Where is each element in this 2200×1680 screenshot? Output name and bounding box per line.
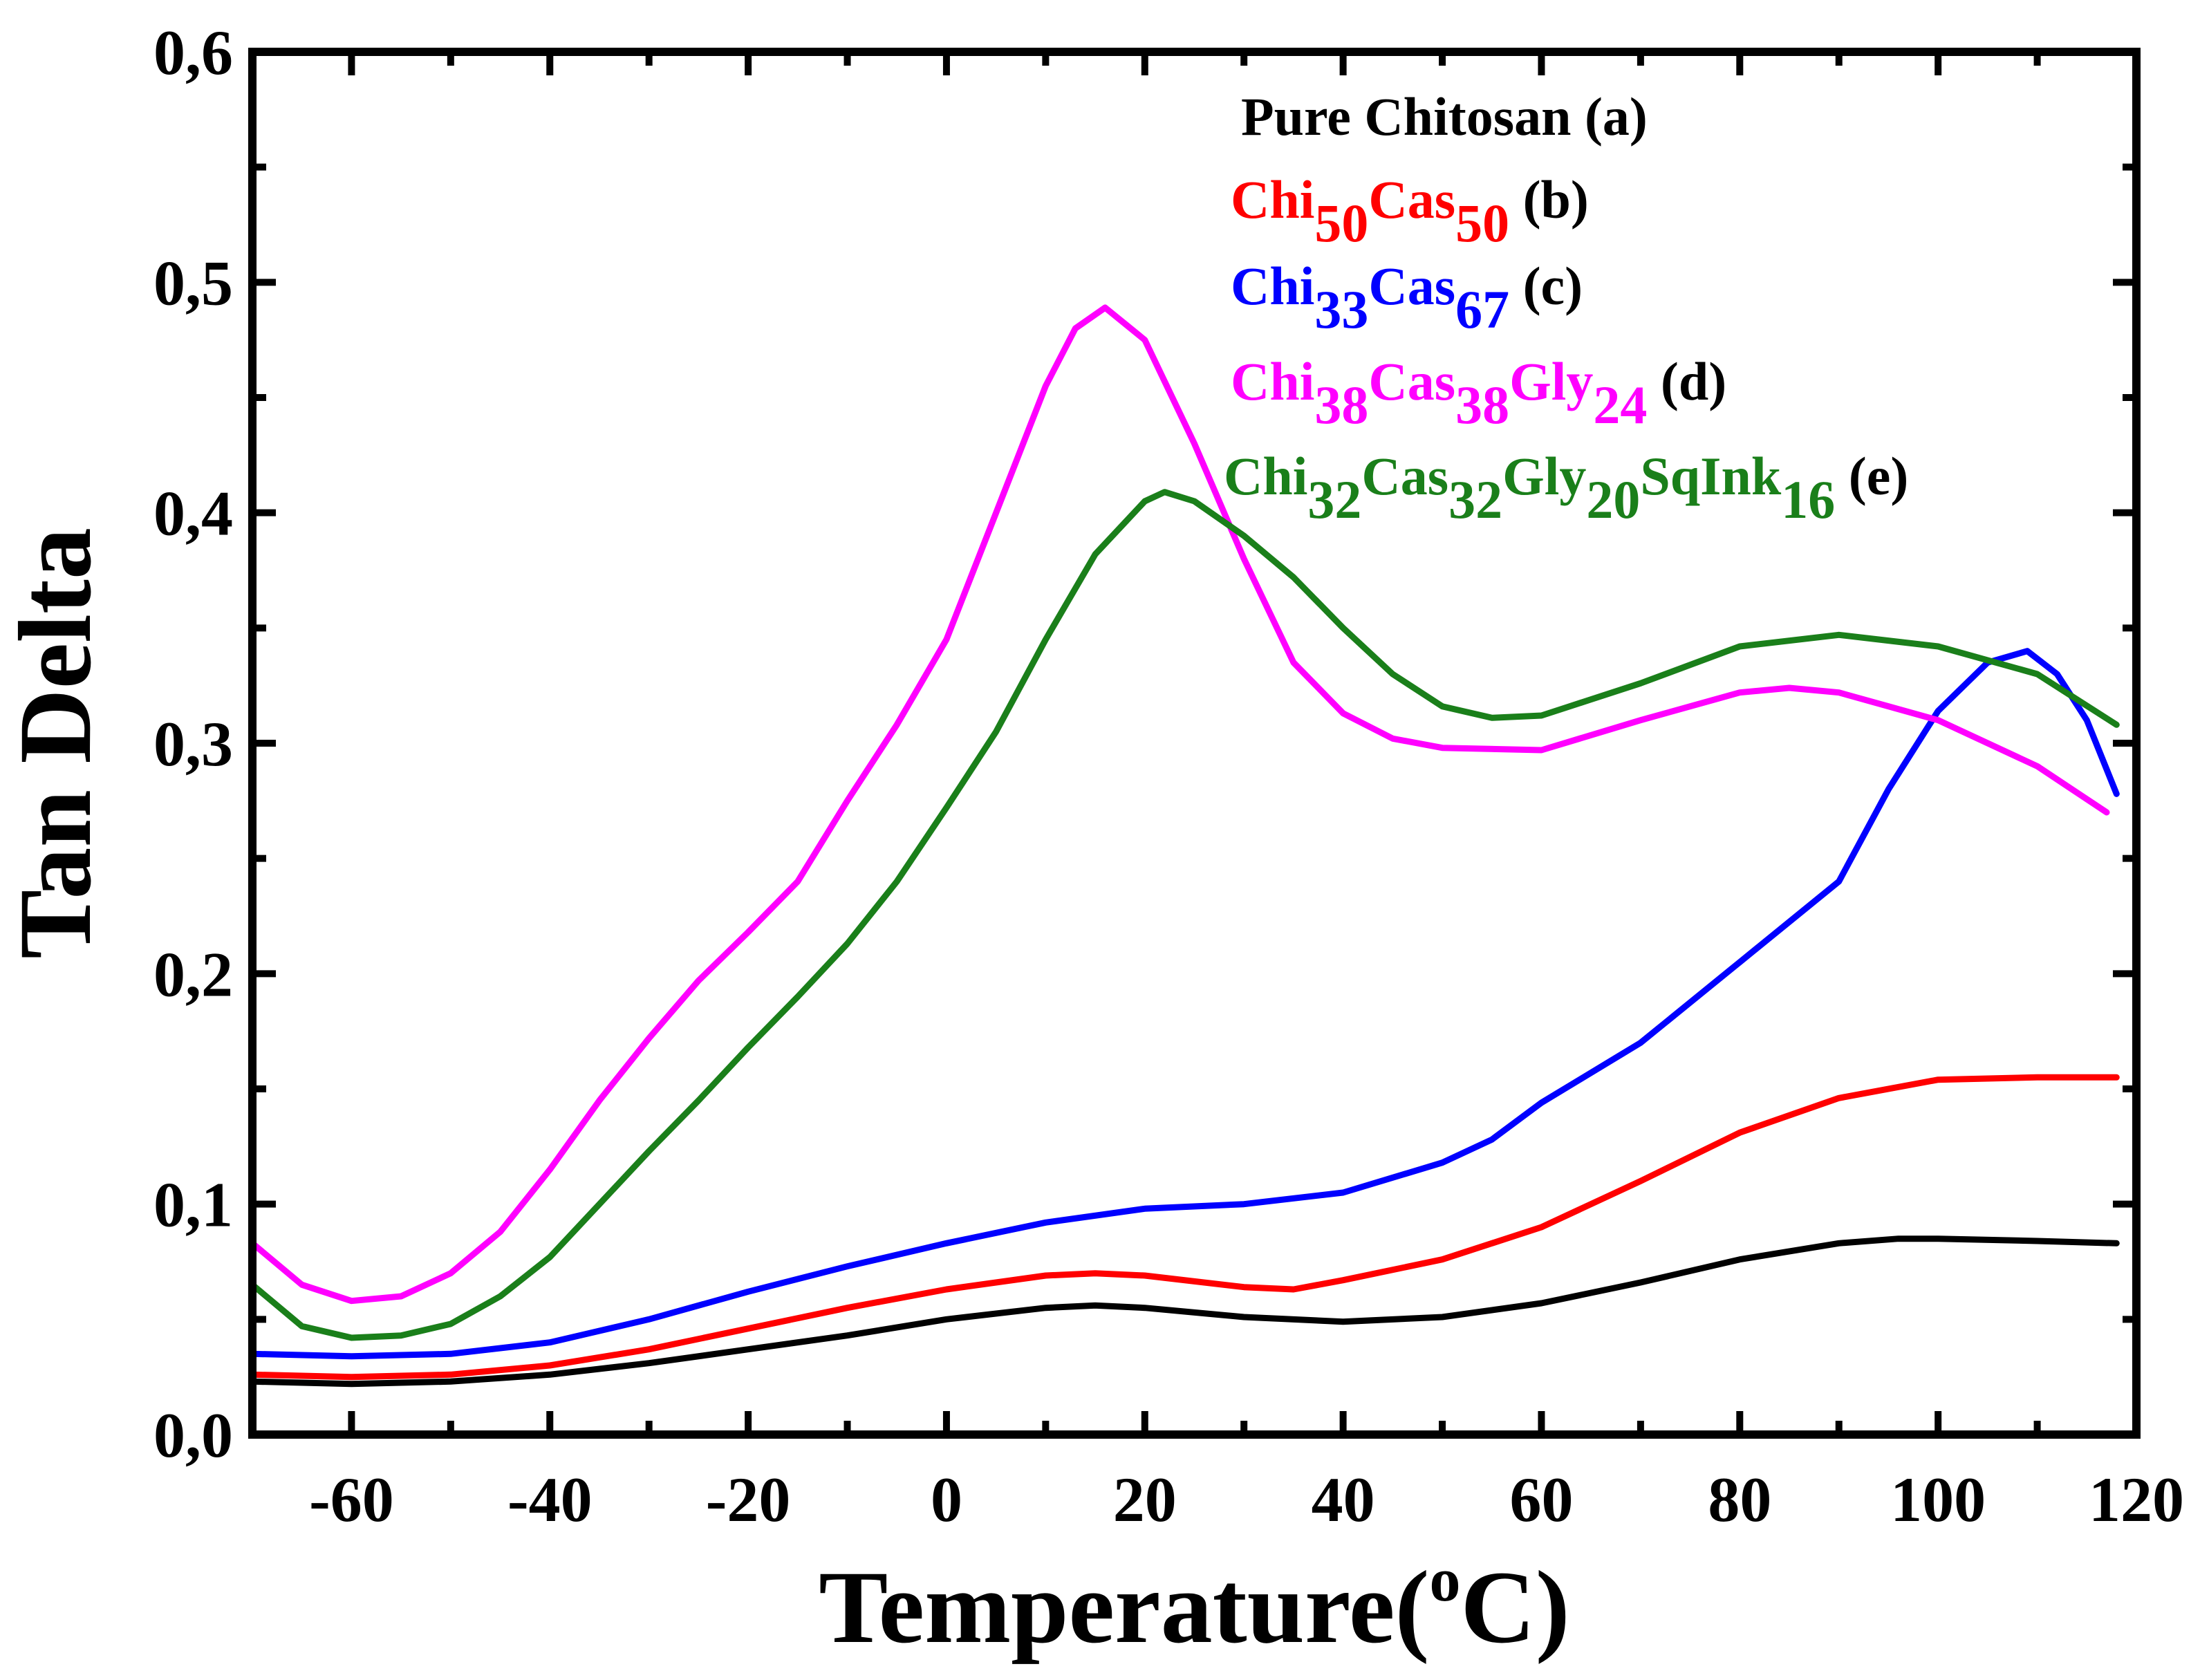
series-line-a [252, 1235, 2120, 1388]
y-tick-label: 0,1 [153, 1170, 233, 1240]
x-tick-label: 20 [1113, 1464, 1177, 1535]
legend-entry-d: Chi38Cas38Gly24 (d) [1231, 351, 1726, 435]
x-tick-label: 120 [2089, 1464, 2184, 1535]
x-tick-label: 80 [1708, 1464, 1771, 1535]
series-line-b [252, 1074, 2120, 1381]
x-tick-label: 60 [1509, 1464, 1573, 1535]
legend: Pure Chitosan (a) Chi50Cas50 (b)Chi33Cas6… [1224, 86, 1908, 530]
x-axis-title: Temperature(oC) [819, 1546, 1569, 1665]
series-line-e [252, 489, 2120, 1341]
y-axis-title: Tan Delta [0, 528, 113, 959]
legend-entry-e: Chi32Cas32Gly20SqInk16 (e) [1224, 446, 1908, 530]
x-tick-label: -40 [507, 1464, 593, 1535]
y-tick-label: 0,0 [153, 1400, 233, 1471]
series-line-c [252, 648, 2120, 1360]
legend-entry-a: Pure Chitosan (a) [1241, 86, 1648, 147]
legend-entry-c: Chi33Cas67 (c) [1231, 256, 1583, 339]
plot-frame [248, 48, 2141, 1439]
plot-layer [252, 304, 2120, 1388]
y-tick-label: 0,6 [153, 17, 233, 88]
axes-layer: -60 -40 -20 0 20 40 60 80 100 120 0,0 0,1 0,2 0,3 0,4 0… [0, 17, 2184, 1665]
x-tick-label: 40 [1312, 1464, 1375, 1535]
y-tick-label: 0,5 [153, 248, 233, 318]
series-line-d [252, 304, 2110, 1305]
x-tick-label: 0 [931, 1464, 962, 1535]
x-tick-label: -60 [309, 1464, 394, 1535]
y-tick-label: 0,4 [153, 478, 233, 549]
x-tick-label: 100 [1890, 1464, 1986, 1535]
y-tick-label: 0,3 [153, 709, 233, 779]
y-tick-label: 0,2 [153, 939, 233, 1009]
x-tick-label: -20 [706, 1464, 791, 1535]
legend-entry-b: Chi50Cas50 (b) [1231, 169, 1589, 253]
